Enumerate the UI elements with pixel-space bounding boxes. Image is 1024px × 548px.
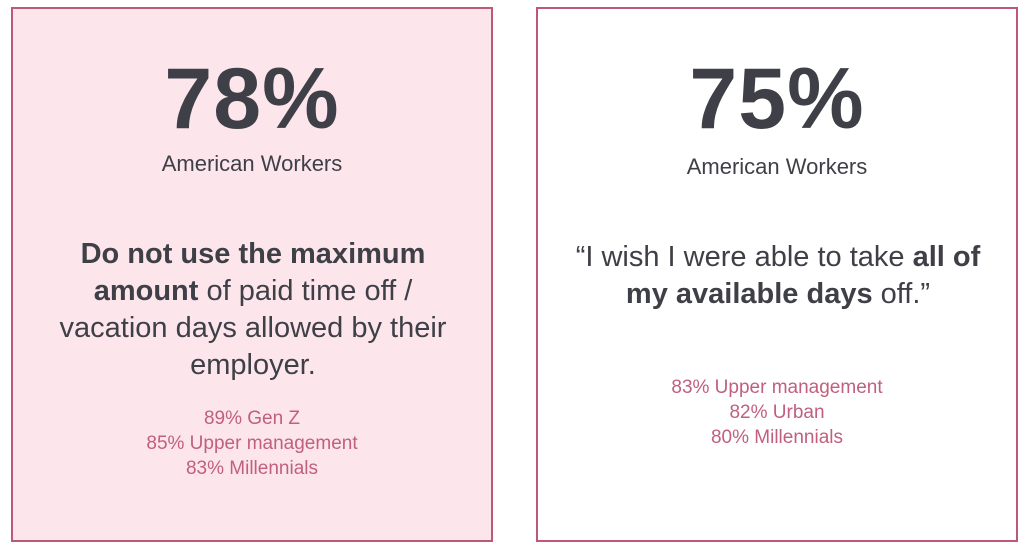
stat-card-right: 75% American Workers “I wish I were able… <box>536 7 1018 542</box>
statement-text: Do not use the maximum amount of paid ti… <box>43 236 463 384</box>
breakdown-item: 83% Millennials <box>185 458 318 479</box>
statement-text: “I wish I were able to take all of my av… <box>568 239 988 313</box>
breakdown-item: 89% Gen Z <box>203 408 301 429</box>
statement-bold: Do not use the maximum amount <box>80 238 426 307</box>
breakdown-item: 85% Upper management <box>146 433 358 454</box>
breakdown-list: 83% Upper management 82% Urban 80% Mille… <box>538 375 1016 450</box>
breakdown-list: 89% Gen Z 85% Upper management 83% Mille… <box>13 406 491 481</box>
stat-card-left: 78% American Workers Do not use the maxi… <box>11 7 493 542</box>
stat-value: 78% <box>164 51 340 147</box>
statement-bold: all of my available days <box>625 241 981 310</box>
breakdown-item: 80% Millennials <box>710 427 843 448</box>
audience-label: American Workers <box>686 154 868 179</box>
statement-rest: of paid time off / vacation days allowed… <box>59 275 447 381</box>
breakdown-item: 82% Urban <box>729 402 825 423</box>
stat-value: 75% <box>689 51 865 147</box>
statement-pre: “I wish I were able to take <box>575 241 913 273</box>
statement-post: off.” <box>872 278 931 310</box>
breakdown-item: 83% Upper management <box>671 377 883 398</box>
audience-label: American Workers <box>161 151 343 176</box>
